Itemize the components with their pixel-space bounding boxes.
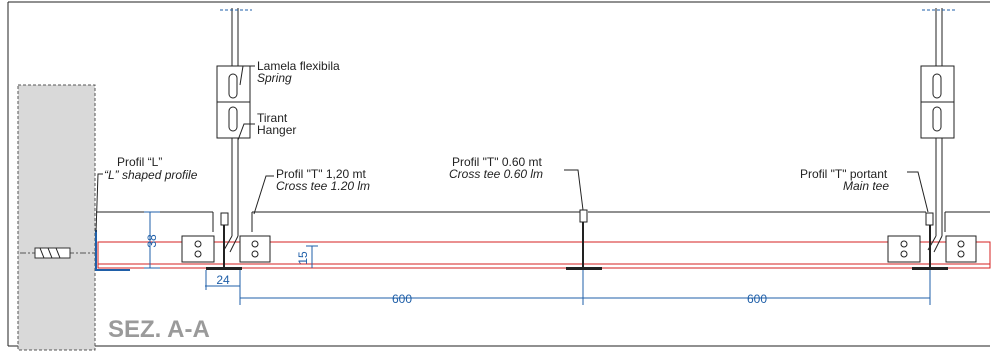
label-title: Tirant (257, 111, 288, 125)
label-title: Profil "T" 1,20 mt (276, 167, 367, 181)
leaders (95, 65, 929, 233)
label-title: Profil "T" 0.60 mt (452, 155, 543, 169)
dimension-label: 600 (747, 292, 767, 306)
label-title: Profil “L” (117, 155, 162, 169)
label-subtitle: Cross tee 1.20 lm (276, 179, 370, 193)
section-title: SEZ. A-A (108, 316, 210, 343)
label-title: Lamela flexibila (257, 59, 340, 73)
brackets (181, 235, 977, 263)
label-title: Profil "T" portant (800, 167, 888, 181)
dimension-lines (144, 211, 931, 305)
springs (216, 65, 955, 139)
label-subtitle: Spring (257, 71, 292, 85)
label-subtitle: Cross tee 0.60 lm (449, 167, 543, 181)
label-subtitle: Main tee (843, 179, 889, 193)
label-subtitle: Hanger (257, 123, 296, 137)
anchor (20, 247, 96, 259)
dimension-label: 38 (145, 234, 159, 248)
dimension-label: 600 (392, 292, 412, 306)
dimension-label: 24 (216, 273, 230, 287)
l-profile (95, 230, 130, 271)
label-subtitle: “L” shaped profile (104, 168, 198, 182)
hangers (220, 8, 956, 253)
frame (7, 1, 990, 347)
tees (206, 209, 948, 270)
wall (17, 84, 96, 351)
dimension-label: 15 (296, 251, 310, 265)
